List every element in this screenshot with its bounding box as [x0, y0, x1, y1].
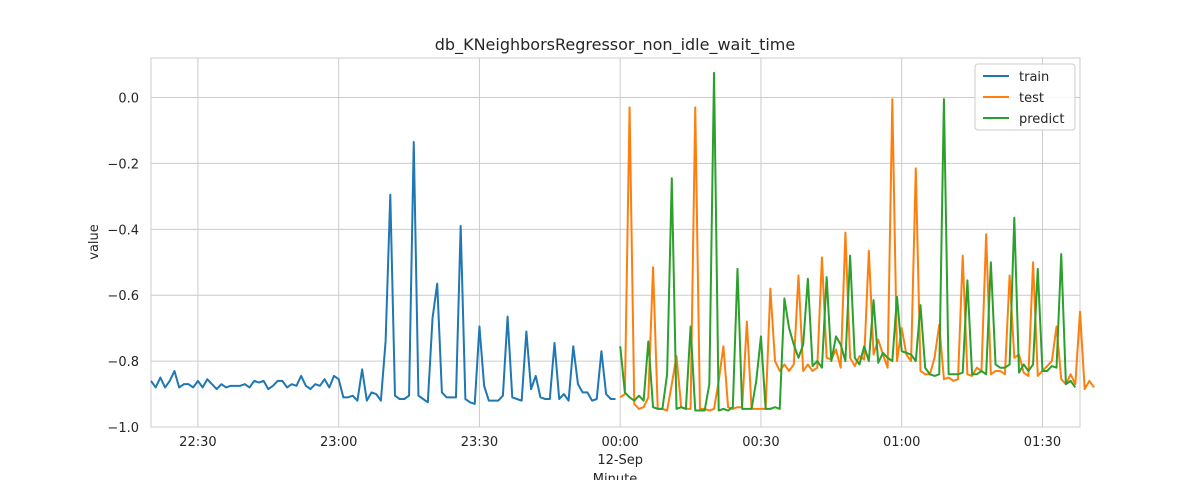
legend-label-predict: predict: [1019, 112, 1064, 127]
y-tick-label: 0.0: [118, 92, 139, 107]
x-tick-label: 23:30: [461, 435, 498, 450]
y-tick-label: −1.0: [107, 421, 139, 436]
chart-title: db_KNeighborsRegressor_non_idle_wait_tim…: [435, 35, 795, 55]
grid: [151, 58, 1080, 428]
legend-label-test: test: [1019, 91, 1044, 106]
x-axis: 22:30 23:00 23:30 00:00 12-Sep 00:30 01:00 01:3…: [179, 435, 1061, 468]
series-line-predict: [619, 71, 1077, 412]
y-tick-label: −0.6: [107, 289, 139, 304]
x-tick-label: 01:00: [883, 435, 920, 450]
series-line-train: [150, 141, 616, 405]
x-tick-label: 00:30: [742, 435, 779, 450]
legend-box: [974, 63, 1076, 131]
x-tick-label: 23:00: [320, 435, 357, 450]
y-axis-title: value: [87, 224, 102, 260]
x-tick-sublabel: 12-Sep: [597, 453, 643, 468]
y-tick-label: −0.8: [107, 355, 139, 370]
legend: train test predict: [974, 63, 1076, 131]
legend-label-train: train: [1019, 70, 1049, 85]
x-tick-label: 00:00: [601, 435, 638, 450]
y-tick-label: −0.4: [107, 223, 139, 238]
x-tick-label: 01:30: [1024, 435, 1061, 450]
x-tick-label: 22:30: [179, 435, 216, 450]
y-tick-label: −0.2: [107, 157, 139, 172]
y-axis: −1.0 −0.8 −0.6 −0.4 −0.2 0.0: [107, 92, 139, 436]
x-axis-title: Minute: [593, 472, 637, 480]
series-layer: [150, 71, 1095, 412]
